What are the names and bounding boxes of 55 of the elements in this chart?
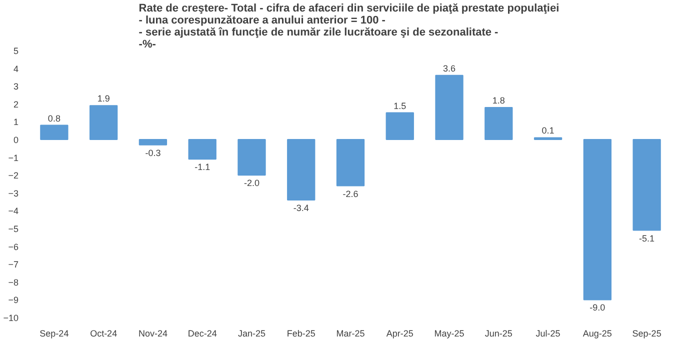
y-tick-label: −3 [8,188,19,198]
y-tick-label: 4 [13,64,19,74]
y-tick-label: −1 [8,152,19,163]
data-label: 0.1 [542,126,554,136]
x-tick-label: Oct-24 [90,328,118,338]
bar [138,139,168,146]
bar [89,105,118,140]
bar [632,139,661,231]
data-label: -1.1 [194,162,210,172]
y-tick-label: −10 [3,313,19,323]
data-label: 1.5 [394,100,406,111]
data-label: -2.0 [244,178,260,188]
data-label: -9.0 [590,302,606,313]
data-label: -2.6 [342,188,358,199]
bar [238,139,266,176]
bar [287,139,316,201]
data-label: 1.9 [97,94,110,104]
y-tick-label: 0 [13,135,19,145]
bar [484,106,513,140]
x-tick-label: Sep-25 [632,328,662,338]
x-tick-label: Jul-25 [536,328,560,338]
bar [40,124,68,140]
x-tick-label: Nov-24 [138,328,168,338]
x-tick-label: Apr-25 [386,328,414,338]
x-tick-label: May-25 [434,328,464,338]
data-label: 1.8 [492,95,505,106]
bar [583,139,612,300]
data-label: 3.6 [443,63,456,74]
data-label: -3.4 [293,203,309,214]
x-tick-label: Dec-24 [188,328,217,338]
bar [336,139,365,186]
chart-title: Rate de creştere- Total - cifra de afaceri din serviciile de piaţă prestate populaţiei - luna corespunzătoare a anului anterior = 100 - - serie ajustată în funcţie de număr zile lucrătoare şi de sezonalitate - -%- [138,2,560,50]
y-tick-label: 1 [13,117,19,128]
y-tick-label: −8 [8,277,19,288]
x-tick-label: Sep-24 [40,328,69,338]
y-tick-label: −5 [8,224,19,234]
x-tick-label: Jun-25 [484,328,512,338]
x-tick-label: Feb-25 [286,328,316,338]
y-tick-label: 5 [13,46,19,56]
y-tick-label: −9 [8,295,19,306]
y-tick-label: 2 [13,99,19,110]
y-tick-label: 3 [13,82,19,92]
x-tick-label: Aug-25 [582,328,612,338]
y-tick-label: −7 [8,260,19,270]
data-label: -5.1 [639,233,655,244]
x-tick-label: Mar-25 [336,328,365,338]
x-tick-label: Jan-25 [238,328,266,338]
bar [386,112,414,140]
y-tick-label: −2 [8,170,19,181]
y-tick-label: −4 [8,206,19,216]
y-tick-label: −6 [8,242,19,252]
bar [188,139,216,160]
data-label: 0.8 [48,113,60,124]
bar [435,74,464,140]
data-label: -0.3 [145,148,161,158]
